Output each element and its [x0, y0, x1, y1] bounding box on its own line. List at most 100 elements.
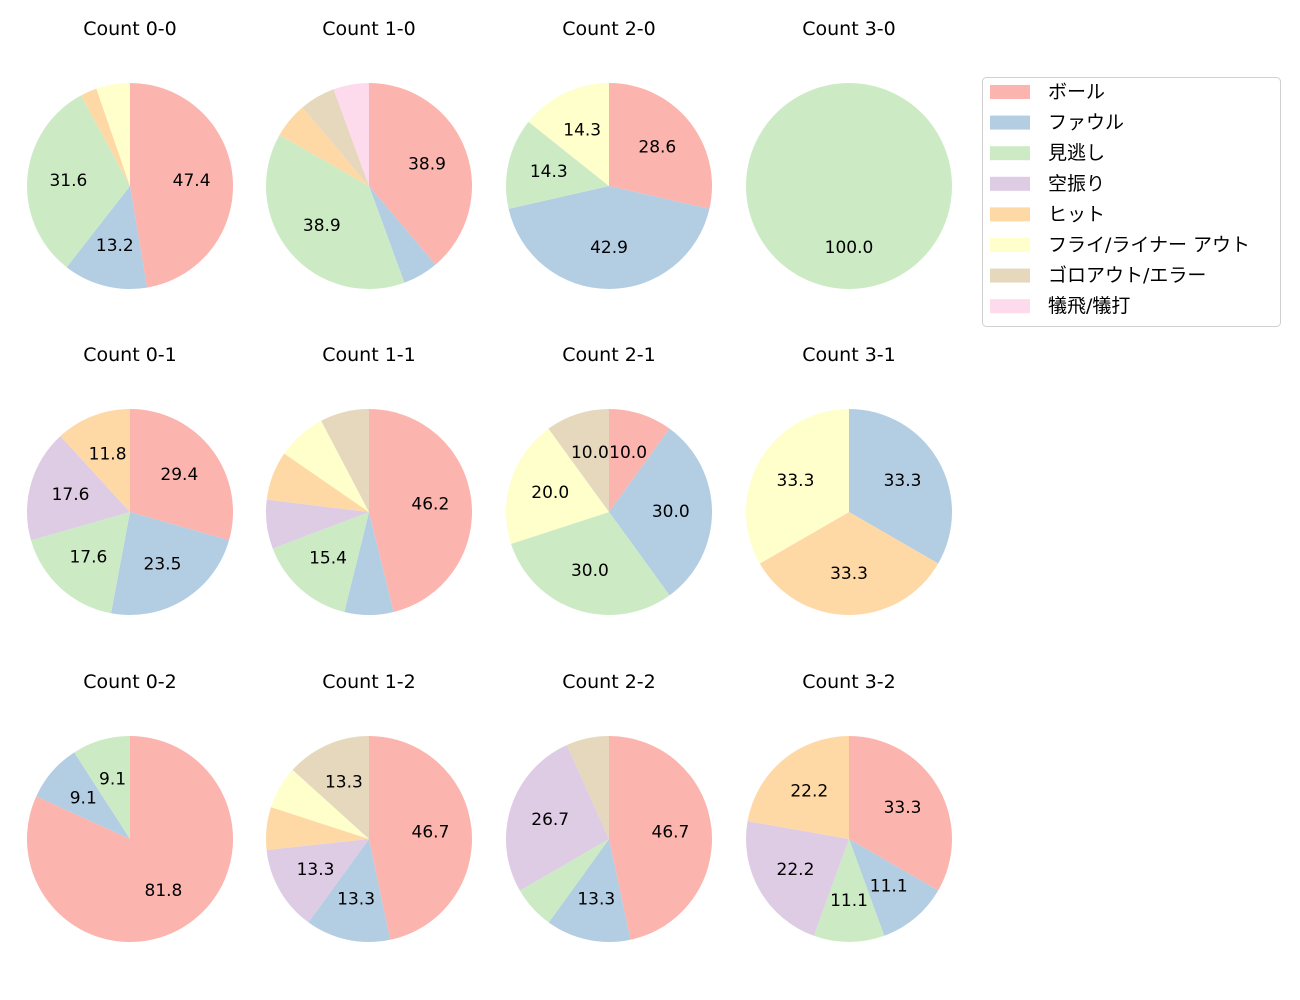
legend-label: ボール	[1048, 81, 1105, 103]
pie-count-1-1: Count 1-1 46.2 15.4	[266, 344, 473, 616]
pie-data-label: 33.3	[884, 471, 922, 491]
pie-wedge	[747, 736, 849, 839]
pie-wedge	[66, 186, 148, 289]
pie-wedge	[849, 409, 952, 564]
pie-title: Count 1-0	[322, 18, 416, 40]
pie-data-label: 38.9	[303, 216, 341, 236]
pie-wedge	[849, 736, 952, 891]
legend-swatch	[990, 238, 1030, 252]
pie-wedge	[369, 186, 436, 283]
pie-count-0-2: Count 0-2 81.8 9.19.1	[26, 671, 233, 942]
legend-swatch	[990, 207, 1030, 222]
pie-data-label: 46.2	[411, 495, 449, 515]
pie-data-label: 11.1	[870, 876, 908, 896]
pie-wedge	[36, 752, 130, 839]
pie-data-label: 33.3	[777, 471, 815, 491]
pie-wedge	[130, 409, 234, 541]
pie-wedge	[528, 83, 609, 186]
pie-data-label: 9.1	[70, 789, 97, 809]
pie-wedge	[609, 409, 670, 512]
pie-count-2-0: Count 2-0 28.6 42.9 14.3 14.3	[506, 18, 712, 289]
pie-count-0-0: Count 0-0 47.4 13.2 31.6	[27, 18, 234, 289]
legend-label: 犠飛/犠打	[1048, 295, 1130, 317]
legend-swatch	[990, 268, 1030, 283]
pie-data-label: 31.6	[49, 171, 87, 191]
pie-wedge	[519, 839, 609, 923]
pie-data-label: 22.2	[777, 860, 815, 880]
pie-wedge	[849, 839, 939, 936]
pie-wedge	[745, 409, 849, 564]
pie-data-label: 29.4	[160, 465, 198, 485]
pie-wedge	[96, 83, 130, 186]
pie-wedge	[266, 135, 405, 289]
pie-wedge	[746, 821, 849, 936]
legend-swatch	[990, 85, 1030, 99]
pie-title: Count 3-1	[802, 344, 896, 366]
pie-count-3-0: Count 3-0 100.0	[746, 18, 952, 289]
pie-title: Count 2-0	[562, 18, 656, 40]
pie-data-label: 11.8	[89, 444, 127, 464]
pie-wedge	[506, 428, 609, 544]
pie-data-label: 38.9	[408, 155, 446, 175]
pie-data-label: 33.3	[884, 798, 922, 818]
pie-wedge	[266, 499, 369, 549]
pie-data-label: 30.0	[652, 502, 690, 522]
legend-label: フライ/ライナー アウト	[1048, 234, 1250, 256]
pie-count-3-1: Count 3-1 33.3 33.3 33.3	[745, 344, 952, 615]
pie-data-label: 28.6	[638, 137, 676, 157]
pie-data-label: 81.8	[145, 881, 183, 901]
pie-count-2-1: Count 2-110.030.030.020.010.0	[506, 344, 712, 615]
pie-wedge	[292, 736, 369, 839]
legend-swatch	[990, 146, 1030, 161]
pie-data-label: 15.4	[309, 548, 347, 568]
pie-data-label: 17.6	[52, 485, 90, 505]
pie-wedge	[344, 512, 394, 616]
pie-wedge	[369, 409, 473, 613]
pie-data-label: 11.1	[830, 891, 868, 911]
pie-wedge	[266, 453, 369, 512]
pie-data-label: 46.7	[412, 823, 450, 843]
pie-data-label: 22.2	[790, 782, 828, 802]
pie-title: Count 3-0	[802, 18, 896, 40]
pie-wedge	[27, 436, 131, 541]
pie-title: Count 3-2	[802, 671, 896, 693]
pie-title: Count 0-0	[83, 18, 177, 40]
pie-wedge	[609, 428, 712, 596]
pie-wedge	[26, 736, 233, 942]
pie-data-label: 13.2	[96, 236, 134, 256]
pie-title: Count 0-1	[83, 344, 177, 366]
legend-swatch	[990, 299, 1030, 314]
pie-data-label: 13.3	[297, 860, 335, 880]
pie-count-0-1: Count 0-1 29.4 23.5 17.6 17.6 11.8	[27, 344, 234, 615]
pie-data-label: 26.7	[531, 810, 569, 830]
pie-wedge	[506, 744, 609, 891]
pie-wedge	[746, 83, 952, 289]
pie-wedge	[369, 83, 472, 265]
pie-data-label: 10.0	[571, 443, 609, 463]
pie-wedge	[548, 839, 631, 942]
pie-data-label: 13.3	[337, 889, 375, 909]
pie-wedge	[60, 409, 130, 512]
pie-wedge	[27, 95, 130, 268]
pie-count-1-2: Count 1-246.713.313.313.3	[266, 671, 473, 943]
legend-label: ヒット	[1048, 203, 1105, 225]
pie-data-label: 30.0	[571, 561, 609, 581]
pie-wedge	[511, 512, 670, 615]
pie-data-label: 33.3	[830, 564, 868, 584]
pie-wedge	[333, 83, 369, 186]
pie-wedge	[80, 88, 130, 186]
pie-count-1-0: Count 1-0 38.9 38.9	[266, 18, 472, 289]
pie-data-label: 42.9	[590, 238, 628, 258]
pie-wedge	[266, 839, 369, 923]
pie-wedge	[271, 769, 369, 839]
pie-wedge	[759, 512, 939, 615]
legend-label: 見逃し	[1048, 142, 1105, 164]
pie-title: Count 2-2	[562, 671, 656, 693]
pie-data-label: 100.0	[825, 238, 874, 258]
legend-frame	[982, 77, 1281, 327]
pie-wedge	[284, 420, 369, 512]
pie-wedge	[130, 83, 234, 288]
pie-wedge	[506, 121, 609, 209]
pie-wedge	[74, 736, 130, 839]
